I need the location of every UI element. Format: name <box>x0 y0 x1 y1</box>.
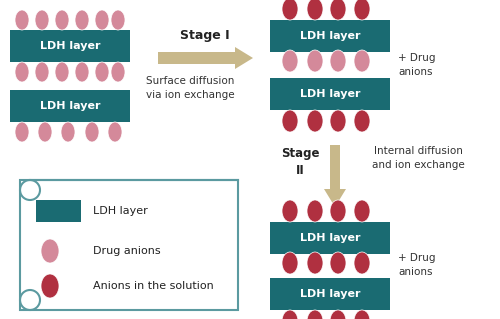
Ellipse shape <box>15 122 29 142</box>
Ellipse shape <box>55 10 69 30</box>
Ellipse shape <box>282 50 298 72</box>
Text: Drug anions: Drug anions <box>93 246 160 256</box>
Ellipse shape <box>354 0 370 20</box>
Ellipse shape <box>282 200 298 222</box>
Ellipse shape <box>35 62 49 82</box>
Text: LDH layer: LDH layer <box>40 41 100 51</box>
Bar <box>10 90 130 122</box>
Ellipse shape <box>330 0 346 20</box>
Ellipse shape <box>330 50 346 72</box>
Ellipse shape <box>354 110 370 132</box>
Ellipse shape <box>41 274 59 298</box>
Ellipse shape <box>307 110 323 132</box>
Ellipse shape <box>307 200 323 222</box>
Ellipse shape <box>282 252 298 274</box>
Ellipse shape <box>282 310 298 319</box>
FancyArrow shape <box>158 47 253 69</box>
Text: LDH layer: LDH layer <box>300 31 360 41</box>
Text: LDH layer: LDH layer <box>300 289 360 299</box>
Ellipse shape <box>307 310 323 319</box>
Text: Stage
II: Stage II <box>281 147 320 177</box>
Ellipse shape <box>35 10 49 30</box>
Ellipse shape <box>330 310 346 319</box>
Ellipse shape <box>75 62 89 82</box>
Ellipse shape <box>282 0 298 20</box>
Ellipse shape <box>61 122 75 142</box>
Text: LDH layer: LDH layer <box>300 89 360 99</box>
Ellipse shape <box>307 50 323 72</box>
Text: Surface diffusion
via ion exchange: Surface diffusion via ion exchange <box>146 76 234 100</box>
Ellipse shape <box>55 62 69 82</box>
Text: LDH layer: LDH layer <box>40 101 100 111</box>
Ellipse shape <box>354 200 370 222</box>
Ellipse shape <box>307 0 323 20</box>
Ellipse shape <box>111 62 125 82</box>
Bar <box>270 278 390 310</box>
Text: Stage I: Stage I <box>180 28 230 41</box>
Ellipse shape <box>95 62 109 82</box>
Text: + Drug
anions: + Drug anions <box>398 253 436 277</box>
Ellipse shape <box>354 252 370 274</box>
Text: Anions in the solution: Anions in the solution <box>93 281 214 291</box>
Bar <box>270 20 390 52</box>
Ellipse shape <box>307 252 323 274</box>
Ellipse shape <box>15 10 29 30</box>
Ellipse shape <box>330 110 346 132</box>
Text: LDH layer: LDH layer <box>300 233 360 243</box>
Bar <box>36 200 81 222</box>
Ellipse shape <box>330 252 346 274</box>
Ellipse shape <box>38 122 52 142</box>
Ellipse shape <box>85 122 99 142</box>
Bar <box>10 30 130 62</box>
FancyArrow shape <box>324 145 346 207</box>
Ellipse shape <box>354 50 370 72</box>
Bar <box>20 180 238 310</box>
Ellipse shape <box>15 62 29 82</box>
Ellipse shape <box>95 10 109 30</box>
Ellipse shape <box>354 310 370 319</box>
Ellipse shape <box>75 10 89 30</box>
Text: Internal diffusion
and ion exchange: Internal diffusion and ion exchange <box>372 146 464 170</box>
Text: LDH layer: LDH layer <box>93 206 148 216</box>
Ellipse shape <box>41 239 59 263</box>
Ellipse shape <box>111 10 125 30</box>
Bar <box>270 78 390 110</box>
Ellipse shape <box>282 110 298 132</box>
Text: + Drug
anions: + Drug anions <box>398 53 436 77</box>
Ellipse shape <box>108 122 122 142</box>
Ellipse shape <box>330 200 346 222</box>
Bar <box>270 222 390 254</box>
